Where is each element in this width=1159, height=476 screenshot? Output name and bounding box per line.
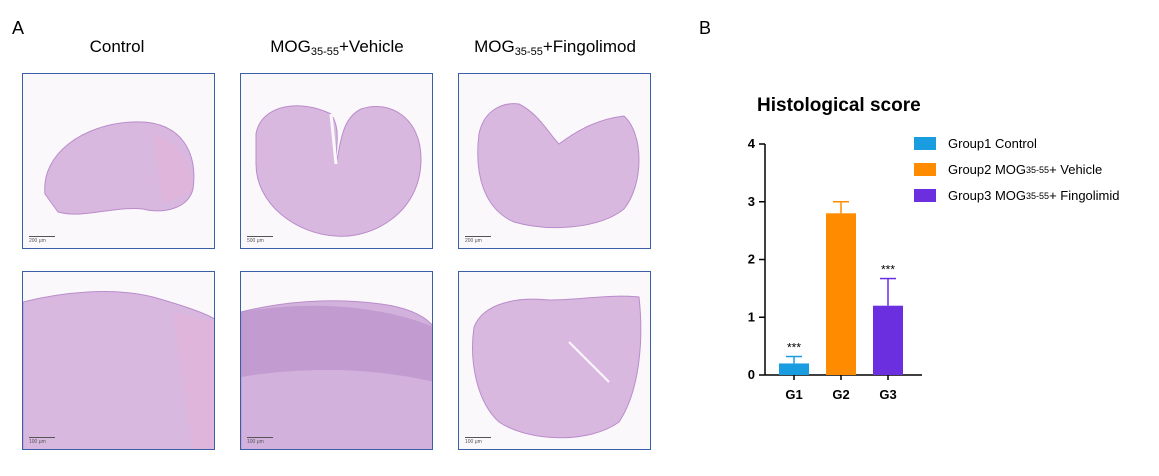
column-title-text: Control (89, 37, 145, 56)
legend-swatch (914, 189, 936, 202)
bar-g2 (826, 213, 856, 375)
legend-label-tail: + Fingolimid (1049, 188, 1120, 203)
y-tick-label: 3 (748, 194, 755, 209)
scale-bar: 100 μm (465, 435, 491, 445)
panel-a-label: A (12, 18, 25, 38)
scale-bar: 100 μm (247, 435, 273, 445)
x-tick-label: G2 (832, 387, 849, 402)
column-title-vehicle: MOG35-55+Vehicle (237, 37, 437, 58)
legend-item-group1: Group1 Control (914, 136, 1037, 151)
scale-bar: 200 μm (29, 234, 55, 244)
column-title-tail: +Vehicle (339, 37, 404, 56)
legend-swatch (914, 163, 936, 176)
legend-item-group3: Group3 MOG 35-55 + Fingolimid (914, 188, 1120, 203)
legend-label: Group1 Control (948, 136, 1037, 151)
bar-g1 (779, 363, 809, 375)
bar-g3 (873, 305, 903, 375)
histology-image-control-low: 200 μm (22, 73, 215, 249)
histology-image-vehicle-low: 500 μm (240, 73, 433, 249)
y-tick-label: 0 (748, 367, 755, 382)
x-tick-label: G3 (879, 387, 896, 402)
significance-annotation: *** (787, 341, 801, 355)
chart-title: Histological score (757, 95, 921, 116)
legend-label-subscript: 35-55 (1026, 190, 1050, 201)
legend-label-tail: + Vehicle (1049, 162, 1103, 177)
column-title-control: Control (17, 37, 217, 57)
legend-label-subscript: 35-55 (1026, 164, 1050, 175)
column-title-subscript: 35-55 (310, 46, 339, 58)
scale-bar: 200 μm (465, 234, 491, 244)
legend-swatch (914, 137, 936, 150)
significance-annotation: *** (881, 263, 895, 277)
histology-image-fingolimod-high: 100 μm (458, 271, 651, 450)
column-title-text: MOG (270, 37, 311, 56)
legend-item-group2: Group2 MOG 35-55 + Vehicle (914, 162, 1102, 177)
histology-image-vehicle-high: 100 μm (240, 271, 433, 450)
x-tick-label: G1 (785, 387, 802, 402)
histology-image-control-high: 100 μm (22, 271, 215, 450)
y-tick-label: 4 (748, 136, 756, 151)
panel-b-label: B (699, 18, 712, 38)
legend-label: Group3 MOG (948, 188, 1027, 203)
legend-label: Group2 MOG (948, 162, 1027, 177)
scale-bar: 500 μm (247, 234, 273, 244)
column-title-fingolimod: MOG35-55+Fingolimod (455, 37, 655, 58)
column-title-subscript: 35-55 (514, 46, 543, 58)
y-tick-label: 2 (748, 252, 755, 267)
column-title-tail: +Fingolimod (542, 37, 636, 56)
column-title-text: MOG (474, 37, 515, 56)
scale-bar: 100 μm (29, 435, 55, 445)
histology-image-fingolimod-low: 200 μm (458, 73, 651, 249)
y-tick-label: 1 (748, 309, 755, 324)
